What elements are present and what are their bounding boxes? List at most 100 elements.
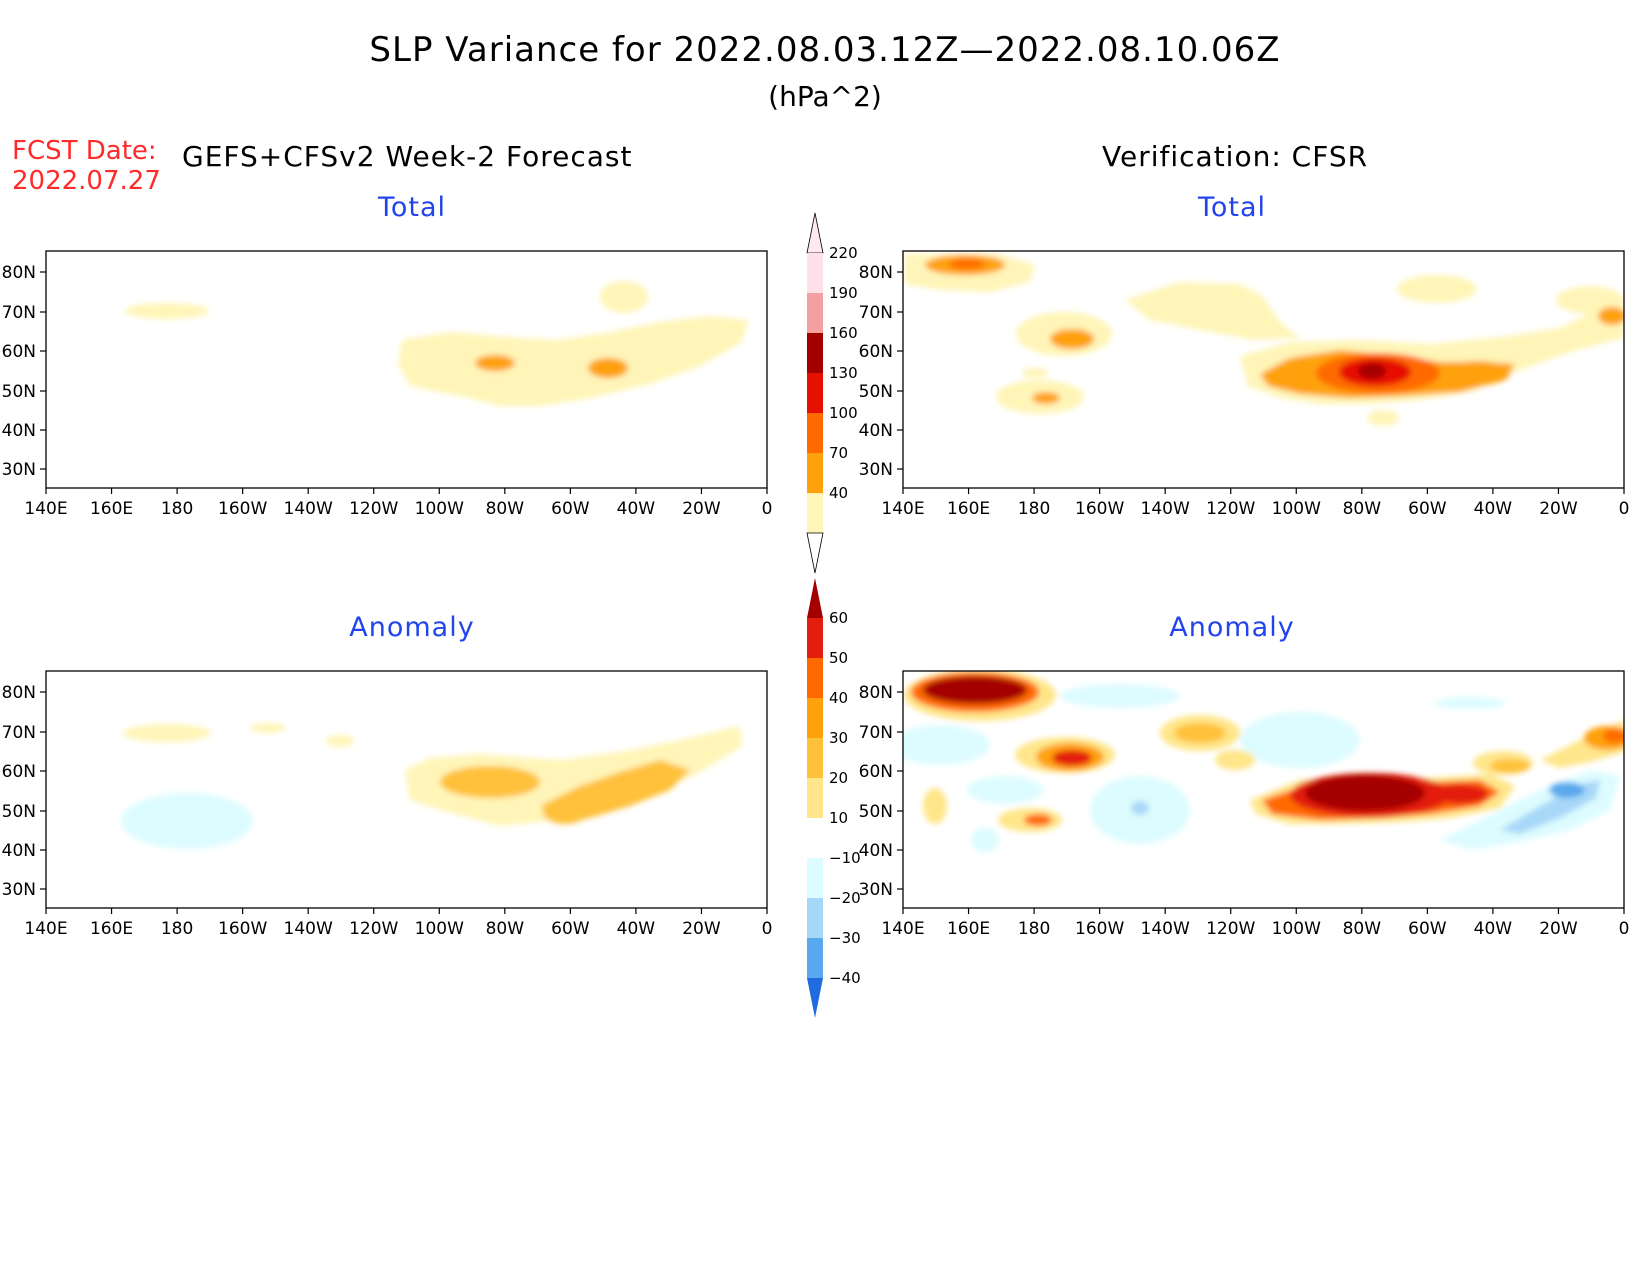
x-tick-label: 120W [1206, 499, 1255, 519]
x-tick-label: 60W [551, 919, 590, 939]
figure-units: (hPa^2) [768, 80, 882, 113]
x-tick-label: 60W [1408, 499, 1447, 519]
x-tick-label: 60W [551, 499, 590, 519]
colorbar-total: 220 190 160 130 100 70 40 [806, 212, 858, 574]
x-tick-label: 40W [617, 499, 656, 519]
y-tick-label: 60N [859, 762, 893, 782]
colorbar-tick-label: 40 [829, 689, 848, 707]
y-tick-label: 50N [2, 802, 36, 822]
colorbar-tick-label: 190 [829, 284, 858, 302]
x-tick-label: 40W [1474, 499, 1513, 519]
fcst-date-label: FCST Date: [12, 136, 157, 166]
x-tick-label: 0 [762, 499, 773, 519]
x-tick-label: 160E [947, 499, 990, 519]
y-tick-label: 50N [859, 382, 893, 402]
y-tick-label: 40N [859, 841, 893, 861]
x-tick-label: 60W [1408, 919, 1447, 939]
map-panel-fcst-total [45, 250, 768, 489]
x-tick-label: 100W [415, 499, 464, 519]
y-tick-label: 80N [859, 263, 893, 283]
colorbar-tick-label: 40 [829, 484, 848, 502]
colorbar-tick-label: −30 [829, 929, 861, 947]
x-tick-label: 80W [486, 919, 525, 939]
panel-title-verif-anomaly: Anomaly [1169, 612, 1295, 643]
x-tick-label: 160W [218, 919, 267, 939]
x-tick-label: 140W [1141, 919, 1190, 939]
x-tick-label: 180 [1018, 499, 1050, 519]
colorbar-tick-label: 220 [829, 244, 858, 262]
x-tick-label: 140E [24, 919, 67, 939]
colorbar-tick-label: −10 [829, 849, 861, 867]
axes-layer: 140E 160E 180 160W 140W 120W 100W 80W 60W 40W 20W 0… [2, 263, 1630, 939]
colorbar-tick-label: 20 [829, 769, 848, 787]
y-tick-label: 30N [859, 880, 893, 900]
x-tick-label: 160E [947, 919, 990, 939]
x-tick-label: 80W [1343, 919, 1382, 939]
colorbar-tick-label: 50 [829, 649, 848, 667]
y-tick-label: 40N [859, 421, 893, 441]
x-tick-label: 100W [1272, 919, 1321, 939]
y-tick-label: 80N [859, 683, 893, 703]
colorbar-tick-label: 60 [829, 609, 848, 627]
colorbar-tick-label: 160 [829, 324, 858, 342]
y-tick-label: 60N [859, 342, 893, 362]
x-tick-label: 0 [762, 919, 773, 939]
x-tick-label: 100W [1272, 499, 1321, 519]
x-tick-label: 120W [349, 919, 398, 939]
y-tick-label: 80N [2, 263, 36, 283]
x-tick-label: 20W [1539, 499, 1578, 519]
x-tick-label: 140W [284, 499, 333, 519]
y-tick-label: 50N [859, 802, 893, 822]
x-tick-label: 80W [486, 499, 525, 519]
y-tick-label: 30N [2, 460, 36, 480]
x-tick-label: 160E [90, 919, 133, 939]
x-tick-label: 100W [415, 919, 464, 939]
x-tick-label: 120W [1206, 919, 1255, 939]
x-tick-label: 180 [161, 919, 193, 939]
colorbar-tick-label: 130 [829, 364, 858, 382]
panel-title-fcst-anomaly: Anomaly [349, 612, 475, 643]
x-tick-label: 160W [1075, 919, 1124, 939]
y-tick-label: 50N [2, 382, 36, 402]
colorbar-tick-label: 10 [829, 809, 848, 827]
forecast-header: GEFS+CFSv2 Week-2 Forecast [182, 140, 633, 173]
x-tick-label: 180 [161, 499, 193, 519]
colorbar-tick-label: 100 [829, 404, 858, 422]
x-tick-label: 40W [1474, 919, 1513, 939]
y-tick-label: 80N [2, 683, 36, 703]
y-tick-label: 70N [2, 723, 36, 743]
panel-title-verif-total: Total [1197, 192, 1267, 223]
map-panel-verif-anomaly [902, 670, 1625, 909]
x-tick-label: 140W [1141, 499, 1190, 519]
x-tick-label: 120W [349, 499, 398, 519]
y-tick-label: 40N [2, 421, 36, 441]
y-tick-label: 30N [859, 460, 893, 480]
x-tick-label: 40W [617, 919, 656, 939]
map-panel-fcst-anomaly [45, 670, 768, 909]
colorbar-tick-label: −40 [829, 969, 861, 987]
y-tick-label: 60N [2, 762, 36, 782]
y-tick-label: 40N [2, 841, 36, 861]
x-tick-label: 0 [1619, 919, 1630, 939]
y-tick-label: 60N [2, 342, 36, 362]
colorbar-tick-label: 30 [829, 729, 848, 747]
map-panel-verif-total [902, 250, 1625, 489]
colorbar-tick-label: −20 [829, 889, 861, 907]
x-tick-label: 0 [1619, 499, 1630, 519]
x-tick-label: 140E [24, 499, 67, 519]
colorbar-anomaly: 60 50 40 30 20 10 −10 −20 −30 −40 [807, 578, 861, 1018]
x-tick-label: 80W [1343, 499, 1382, 519]
y-tick-label: 70N [859, 723, 893, 743]
x-tick-label: 160W [1075, 499, 1124, 519]
x-tick-label: 140E [881, 919, 924, 939]
x-tick-label: 140E [881, 499, 924, 519]
x-tick-label: 180 [1018, 919, 1050, 939]
x-tick-label: 20W [682, 499, 721, 519]
fcst-date-value: 2022.07.27 [12, 166, 161, 196]
x-tick-label: 160W [218, 499, 267, 519]
y-tick-label: 30N [2, 880, 36, 900]
y-tick-label: 70N [2, 303, 36, 323]
panel-title-fcst-total: Total [377, 192, 447, 223]
x-tick-label: 20W [1539, 919, 1578, 939]
